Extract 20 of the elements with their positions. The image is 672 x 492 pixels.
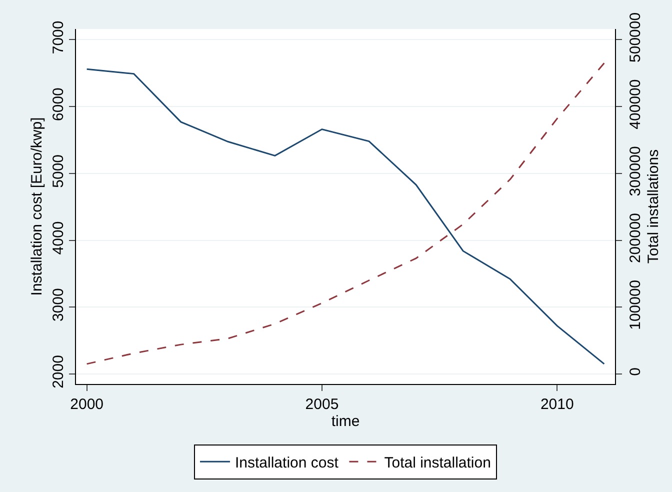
y-tick-label: 2000 (50, 355, 67, 388)
y2-axis-title: Total installations (645, 149, 662, 264)
y2-tick-label: 300000 (627, 146, 644, 196)
x-tick-label: 2005 (305, 396, 339, 413)
y-tick-label: 6000 (50, 88, 67, 121)
legend-label: Total installation (384, 454, 491, 472)
y-tick-label: 3000 (50, 288, 67, 322)
legend-label: Installation cost (235, 454, 340, 472)
x-axis-title: time (331, 413, 360, 430)
y-tick-label: 5000 (50, 154, 67, 188)
x-tick-label: 2000 (70, 396, 104, 413)
y-axis-title: Installation cost [Euro/kwp] (28, 117, 46, 296)
y-tick-label: 7000 (50, 20, 67, 54)
x-tick-label: 2010 (540, 396, 574, 413)
y-tick-label: 4000 (50, 221, 67, 255)
y2-tick-label: 200000 (627, 212, 644, 264)
y2-tick-label: 100000 (627, 280, 644, 330)
y2-tick-label: 500000 (627, 12, 644, 62)
y2-tick-label: 0 (627, 368, 644, 376)
y2-tick-label: 400000 (627, 79, 644, 130)
